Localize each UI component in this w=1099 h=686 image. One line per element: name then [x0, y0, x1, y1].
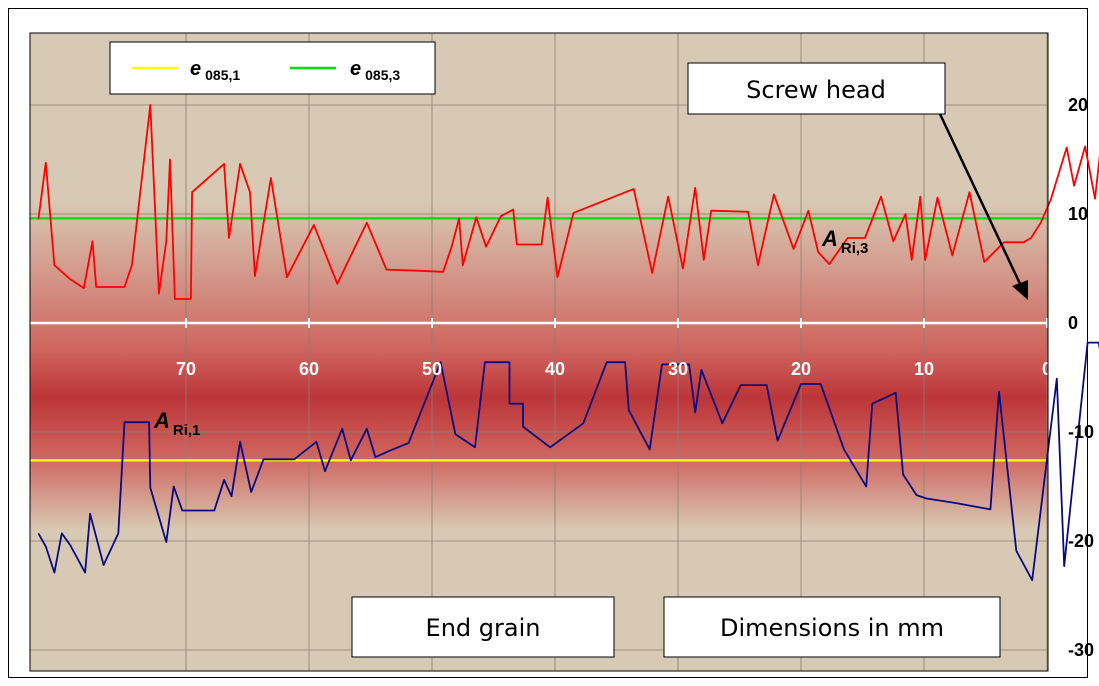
- x-tick-label-3: 40: [545, 359, 565, 379]
- dimensions-label: Dimensions in mm: [720, 614, 944, 642]
- area-label-lower: A Ri,1: [153, 408, 200, 439]
- series-line-1: [37, 341, 1099, 582]
- grid-lines: [30, 33, 1048, 671]
- y-tick-labels: 20 10 0 -10 -20 -30: [1068, 95, 1094, 660]
- end-grain-label: End grain: [426, 614, 541, 642]
- y-tick-label-5: -30: [1068, 640, 1094, 660]
- x-tick-label-1: 60: [299, 359, 319, 379]
- series-line-0: [37, 104, 1099, 300]
- legend-label-e085-3: e 085,3: [350, 58, 400, 83]
- x-tick-label-7: 0: [1042, 359, 1052, 379]
- legend-label-e085-1: e 085,1: [190, 58, 240, 83]
- screw-head-arrow-icon: [1012, 280, 1028, 300]
- screw-head-label: Screw head: [746, 76, 886, 104]
- y-tick-label-0: 20: [1068, 95, 1088, 115]
- x-tick-label-0: 70: [176, 359, 196, 379]
- data-series: [37, 104, 1099, 582]
- wood-photo-background: [30, 33, 1048, 671]
- y-tick-label-2: 0: [1068, 313, 1078, 333]
- y-tick-label-1: 10: [1068, 204, 1088, 224]
- dimensions-callout: Dimensions in mm: [663, 596, 1001, 658]
- x-tick-label-6: 10: [914, 359, 934, 379]
- legend: e 085,1 e 085,3: [109, 41, 436, 95]
- end-grain-callout: End grain: [351, 596, 615, 658]
- screw-head-callout: Screw head: [687, 62, 1028, 300]
- zero-axis: [30, 318, 1048, 328]
- x-tick-label-5: 20: [791, 359, 811, 379]
- x-tick-labels: 70 60 50 40 30 20 10 0: [176, 359, 1052, 379]
- plot-border: [29, 32, 1049, 672]
- x-tick-label-4: 30: [668, 359, 688, 379]
- area-label-upper: A Ri,3: [821, 226, 868, 257]
- reference-lines: [30, 217, 1048, 462]
- y-tick-label-4: -20: [1068, 531, 1094, 551]
- x-tick-label-2: 50: [422, 359, 442, 379]
- y-tick-label-3: -10: [1068, 422, 1094, 442]
